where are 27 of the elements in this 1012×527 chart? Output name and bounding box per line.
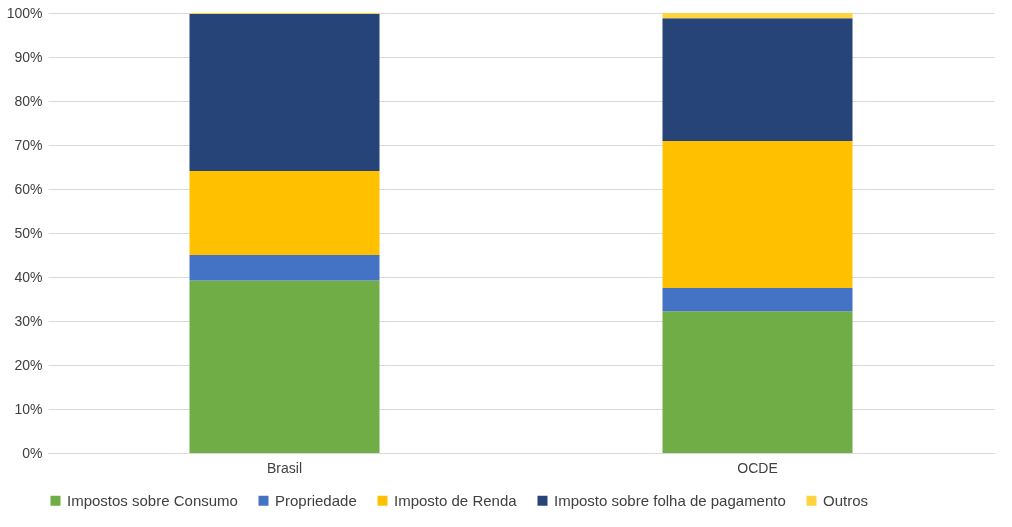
bar [662,311,853,453]
legend-label: Propriedade [275,491,357,509]
y-tick-label: 10% [14,400,43,417]
bar [662,13,853,19]
legend-label: Imposto de Renda [394,491,518,509]
bar [189,280,380,453]
bar [662,288,853,312]
y-tick-label: 70% [14,136,43,153]
x-tick-label: OCDE [737,459,778,476]
bar [189,255,380,281]
y-tick-label: 30% [14,312,43,329]
y-tick-label: 60% [14,180,43,197]
y-tick-label: 100% [6,4,43,21]
y-tick-label: 90% [14,48,43,65]
legend-label: Outros [823,491,869,509]
bar [662,141,853,288]
x-tick-label: Brasil [266,459,303,476]
y-tick-label: 40% [14,268,43,285]
y-tick-label: 0% [22,444,43,461]
legend-label: Imposto sobre folha de pagamento [554,491,786,509]
y-tick-label: 50% [14,224,43,241]
y-tick-label: 80% [14,92,43,109]
bar [189,170,380,255]
y-tick-label: 20% [14,356,43,373]
bar [189,13,380,171]
bar [662,18,853,142]
legend-label: Impostos sobre Consumo [67,491,238,509]
